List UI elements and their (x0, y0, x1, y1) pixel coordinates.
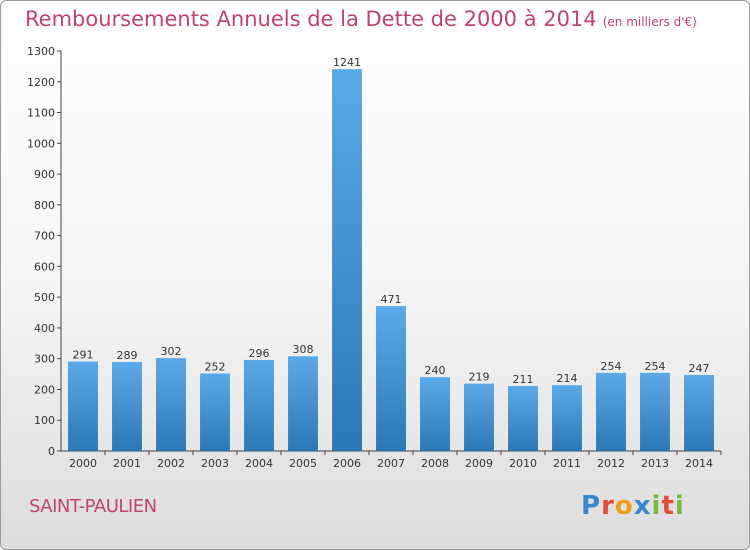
y-tick-label: 200 (34, 383, 55, 396)
chart-title: Remboursements Annuels de la Dette de 20… (25, 7, 697, 31)
x-tick-label: 2001 (113, 457, 141, 470)
y-tick-label: 800 (34, 199, 55, 212)
y-tick-label: 1200 (27, 76, 55, 89)
title-subtitle: (en milliers d'€) (602, 15, 697, 29)
y-tick-label: 400 (34, 322, 55, 335)
value-label: 471 (381, 293, 402, 306)
bar-2007 (376, 306, 406, 451)
proxiti-logo[interactable]: Proxiti (581, 491, 685, 521)
bar-2005 (288, 356, 318, 451)
bar-2008 (420, 377, 450, 451)
title-main: Remboursements Annuels de la Dette de 20… (25, 7, 597, 31)
value-label: 214 (557, 372, 578, 385)
value-label: 252 (205, 360, 226, 373)
value-label: 219 (469, 371, 490, 384)
x-tick-label: 2014 (685, 457, 713, 470)
x-tick-label: 2005 (289, 457, 317, 470)
y-tick-label: 600 (34, 260, 55, 273)
x-tick-label: 2008 (421, 457, 449, 470)
value-label: 247 (689, 362, 710, 375)
x-tick-label: 2003 (201, 457, 229, 470)
bar-2013 (640, 372, 670, 451)
value-label: 291 (73, 348, 94, 361)
value-label: 289 (117, 349, 138, 362)
bar-2002 (156, 358, 186, 451)
y-tick-label: 100 (34, 414, 55, 427)
bar-2011 (552, 385, 582, 451)
bar-2010 (508, 386, 538, 451)
y-tick-label: 1000 (27, 137, 55, 150)
y-tick-label: 1100 (27, 107, 55, 120)
value-label: 296 (249, 347, 270, 360)
x-tick-label: 2012 (597, 457, 625, 470)
value-label: 254 (645, 360, 666, 373)
y-tick-label: 500 (34, 291, 55, 304)
y-tick-label: 900 (34, 168, 55, 181)
y-tick-label: 0 (48, 445, 55, 458)
bar-2009 (464, 383, 494, 451)
x-tick-label: 2004 (245, 457, 273, 470)
value-label: 1241 (333, 56, 361, 69)
y-tick-label: 300 (34, 353, 55, 366)
bar-2003 (200, 373, 230, 451)
x-tick-label: 2007 (377, 457, 405, 470)
bar-2014 (684, 375, 714, 451)
bar-2006 (332, 69, 362, 452)
location-label: SAINT-PAULIEN (29, 496, 157, 517)
y-tick-label: 1300 (27, 45, 55, 58)
value-label: 211 (513, 373, 534, 386)
bar-2012 (596, 372, 626, 451)
bar-2004 (244, 359, 274, 451)
value-label: 302 (161, 345, 182, 358)
x-tick-label: 2010 (509, 457, 537, 470)
bar-2001 (112, 362, 142, 451)
x-tick-label: 2002 (157, 457, 185, 470)
value-label: 254 (601, 360, 622, 373)
y-tick-label: 700 (34, 230, 55, 243)
x-tick-label: 2006 (333, 457, 361, 470)
value-label: 240 (425, 364, 446, 377)
x-tick-label: 2009 (465, 457, 493, 470)
x-tick-label: 2000 (69, 457, 97, 470)
bar-2000 (68, 361, 98, 451)
x-tick-label: 2013 (641, 457, 669, 470)
x-tick-label: 2011 (553, 457, 581, 470)
value-label: 308 (293, 343, 314, 356)
